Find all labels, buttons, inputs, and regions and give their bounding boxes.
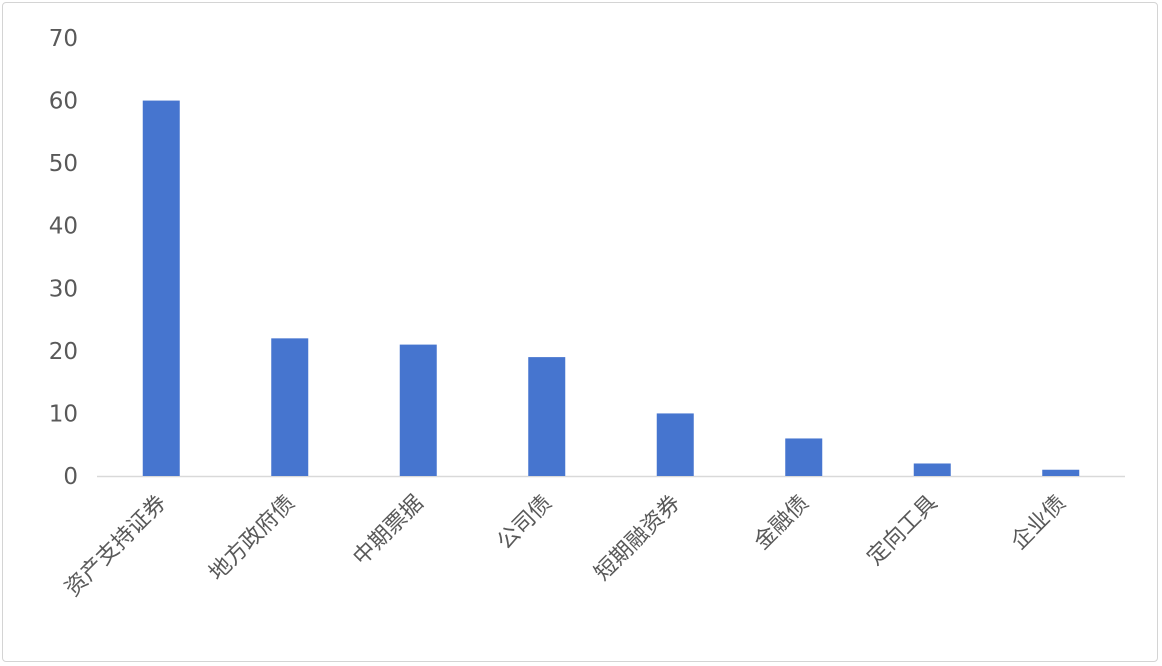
x-tick-label: 地方政府债 xyxy=(205,491,300,586)
bar-7 xyxy=(913,463,951,476)
x-tick-label: 短期融资券 xyxy=(590,491,685,586)
y-tick-label: 30 xyxy=(49,276,78,302)
x-tick-label: 中期票据 xyxy=(349,491,429,571)
bar-8 xyxy=(1042,469,1080,476)
y-tick-label: 10 xyxy=(49,401,78,427)
x-tick-label: 公司债 xyxy=(493,491,557,555)
bar-3 xyxy=(399,344,437,476)
y-tick-label: 70 xyxy=(49,26,78,52)
bar-2 xyxy=(271,338,309,476)
x-tick-label: 金融债 xyxy=(750,491,814,555)
y-tick-label: 60 xyxy=(49,89,78,115)
x-tick-label: 资产支持证券 xyxy=(60,491,171,602)
y-tick-label: 40 xyxy=(49,214,78,240)
x-tick-label: 企业债 xyxy=(1007,491,1071,555)
y-tick-label: 50 xyxy=(49,151,78,177)
bar-4 xyxy=(528,357,566,476)
bar-1 xyxy=(142,100,180,477)
bar-6 xyxy=(785,438,823,476)
y-tick-label: 20 xyxy=(49,339,78,365)
bar-5 xyxy=(656,413,694,476)
x-tick-label: 定向工具 xyxy=(863,491,943,571)
y-tick-label: 0 xyxy=(63,464,78,490)
